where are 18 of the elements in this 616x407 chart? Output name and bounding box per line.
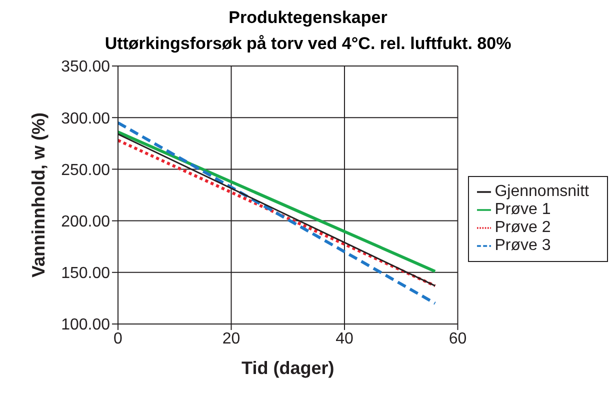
x-tick-label: 60 xyxy=(448,330,467,348)
legend-label: Gjennomsnitt xyxy=(494,183,589,200)
y-tick-label: 350.00 xyxy=(61,58,110,76)
legend-label: Prøve 1 xyxy=(494,201,551,218)
y-tick-label: 300.00 xyxy=(61,110,110,128)
chart-subtitle: Uttørkingsforsøk på torv ved 4°C. rel. luftfukt. 80% xyxy=(104,34,512,54)
legend-label: Prøve 2 xyxy=(494,219,551,236)
x-axis-title: Tid (dager) xyxy=(242,358,334,378)
y-tick-label: 250.00 xyxy=(61,162,110,179)
x-tick-label: 20 xyxy=(222,330,240,348)
x-tick-label: 0 xyxy=(114,330,123,348)
x-tick-label: 40 xyxy=(336,330,354,348)
y-axis-title: Vanninnhold, w (%) xyxy=(28,112,48,278)
y-tick-label: 100.00 xyxy=(61,316,110,334)
legend-label: Prøve 3 xyxy=(494,237,551,254)
y-tick-label: 200.00 xyxy=(61,213,110,230)
chart-title: Produktegenskaper xyxy=(228,8,388,28)
y-tick-label: 150.00 xyxy=(61,265,110,282)
